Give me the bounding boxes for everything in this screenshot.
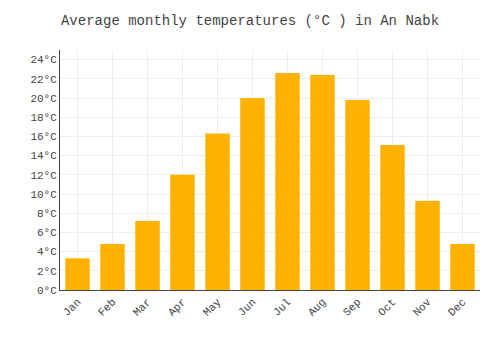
svg-text:Nov: Nov (411, 296, 434, 319)
svg-text:May: May (201, 296, 224, 319)
svg-text:Mar: Mar (131, 296, 153, 318)
svg-text:0°C: 0°C (37, 285, 57, 297)
svg-text:Jul: Jul (271, 296, 293, 318)
svg-text:2°C: 2°C (37, 266, 57, 278)
svg-text:Dec: Dec (446, 296, 468, 318)
svg-text:Jan: Jan (61, 296, 83, 318)
svg-text:Average monthly temperatures (: Average monthly temperatures (°C ) in An… (61, 13, 439, 29)
svg-text:4°C: 4°C (37, 246, 57, 258)
svg-text:Aug: Aug (306, 296, 328, 318)
svg-text:16°C: 16°C (30, 131, 57, 143)
svg-text:10°C: 10°C (30, 189, 57, 201)
svg-text:12°C: 12°C (30, 170, 57, 182)
svg-text:22°C: 22°C (30, 74, 57, 86)
svg-text:Jun: Jun (236, 296, 258, 318)
svg-text:6°C: 6°C (37, 227, 57, 239)
svg-text:Apr: Apr (166, 296, 188, 318)
svg-text:Sep: Sep (341, 296, 363, 318)
svg-text:Oct: Oct (376, 296, 398, 318)
svg-text:18°C: 18°C (30, 112, 57, 124)
svg-text:Feb: Feb (96, 296, 118, 318)
svg-text:24°C: 24°C (30, 54, 57, 66)
svg-text:20°C: 20°C (30, 93, 57, 105)
svg-text:8°C: 8°C (37, 208, 57, 220)
svg-text:14°C: 14°C (30, 150, 57, 162)
